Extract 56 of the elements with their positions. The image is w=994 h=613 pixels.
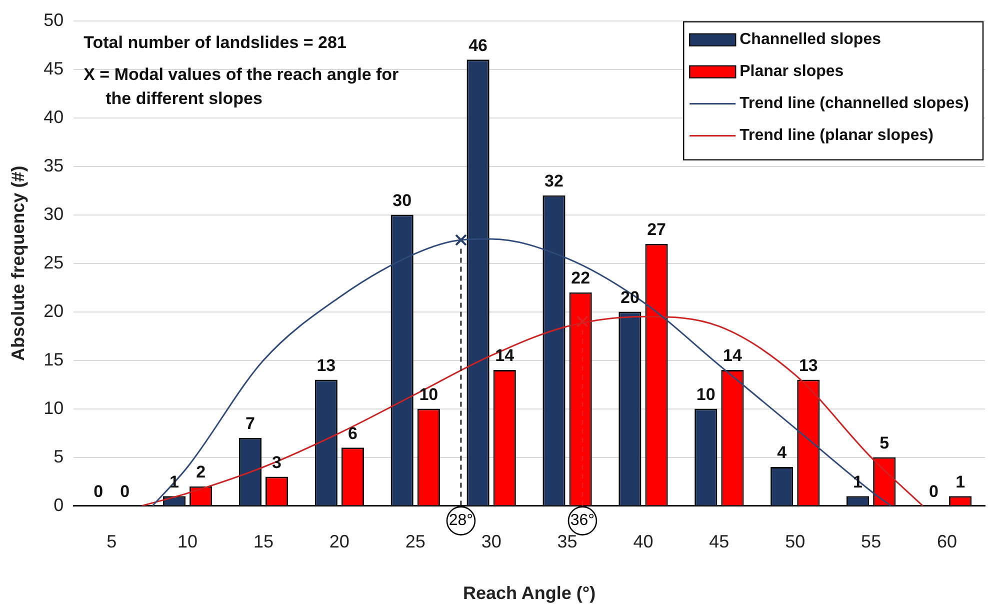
y-tick-label: 45 bbox=[44, 58, 64, 78]
data-label: 10 bbox=[419, 384, 438, 404]
data-label: 4 bbox=[777, 443, 788, 462]
data-label: 46 bbox=[468, 36, 488, 55]
x-tick-label: 15 bbox=[253, 532, 274, 552]
y-tick-label: 30 bbox=[44, 204, 64, 224]
legend-label: Trend line (planar slopes) bbox=[740, 127, 934, 144]
line-series bbox=[141, 316, 924, 506]
data-label: 10 bbox=[696, 384, 716, 404]
data-label: 14 bbox=[723, 346, 742, 366]
x-tick-label: 30 bbox=[481, 532, 502, 552]
data-label: 32 bbox=[544, 172, 564, 191]
y-tick-label: 40 bbox=[44, 106, 64, 127]
annotation: X = Modal values of the reach angle for the different slopes bbox=[84, 64, 400, 108]
data-label: 20 bbox=[620, 288, 640, 307]
data-label: 6 bbox=[348, 424, 358, 443]
x-tick-label: 60 bbox=[937, 532, 958, 552]
legend-label: Channelled slopes bbox=[740, 31, 882, 48]
x-tick-label: 55 bbox=[861, 532, 882, 552]
data-label: 7 bbox=[245, 414, 255, 434]
y-tick-label: 25 bbox=[44, 252, 64, 272]
y-axis-title: Absolute frequency (#) bbox=[8, 166, 28, 361]
data-label: 22 bbox=[571, 268, 590, 288]
x-tick-label: 35 bbox=[557, 532, 578, 552]
y-tick-label: 0 bbox=[54, 494, 64, 515]
data-label: 0 bbox=[929, 482, 938, 501]
x-tick-label: 45 bbox=[709, 532, 730, 552]
legend-label: Planar slopes bbox=[740, 63, 844, 80]
data-label: 0 bbox=[94, 482, 104, 501]
ref-line-label: 36° bbox=[570, 512, 595, 530]
y-tick-label: 20 bbox=[44, 300, 64, 321]
y-tick-label: 35 bbox=[44, 155, 64, 176]
x-tick-label: 20 bbox=[329, 532, 350, 552]
y-tick-label: 10 bbox=[44, 398, 64, 418]
data-label: 1 bbox=[956, 472, 966, 492]
x-tick-label: 10 bbox=[178, 532, 198, 552]
x-tick-label: 40 bbox=[633, 532, 654, 552]
x-axis-title: Reach Angle (°) bbox=[463, 583, 596, 604]
data-label: 13 bbox=[798, 356, 818, 375]
ref-line-label: 28° bbox=[448, 512, 474, 530]
legend-label: Trend line (channelled slopes) bbox=[740, 95, 970, 112]
data-label: 0 bbox=[120, 482, 130, 501]
x-tick-label: 5 bbox=[106, 532, 117, 552]
data-label: 5 bbox=[880, 433, 890, 452]
line-series bbox=[152, 238, 892, 506]
y-tick-label: 15 bbox=[44, 349, 64, 370]
data-label: 30 bbox=[392, 190, 412, 210]
x-tick-label: 50 bbox=[785, 532, 806, 552]
data-label: 13 bbox=[316, 356, 336, 375]
x-tick-label: 25 bbox=[405, 532, 426, 552]
annotation: Total number of landslides = 281 bbox=[84, 32, 346, 52]
data-label: 2 bbox=[196, 462, 206, 482]
y-tick-label: 50 bbox=[44, 10, 64, 30]
data-label: 14 bbox=[495, 346, 515, 366]
data-label: 27 bbox=[647, 220, 666, 240]
y-tick-label: 5 bbox=[54, 446, 64, 466]
